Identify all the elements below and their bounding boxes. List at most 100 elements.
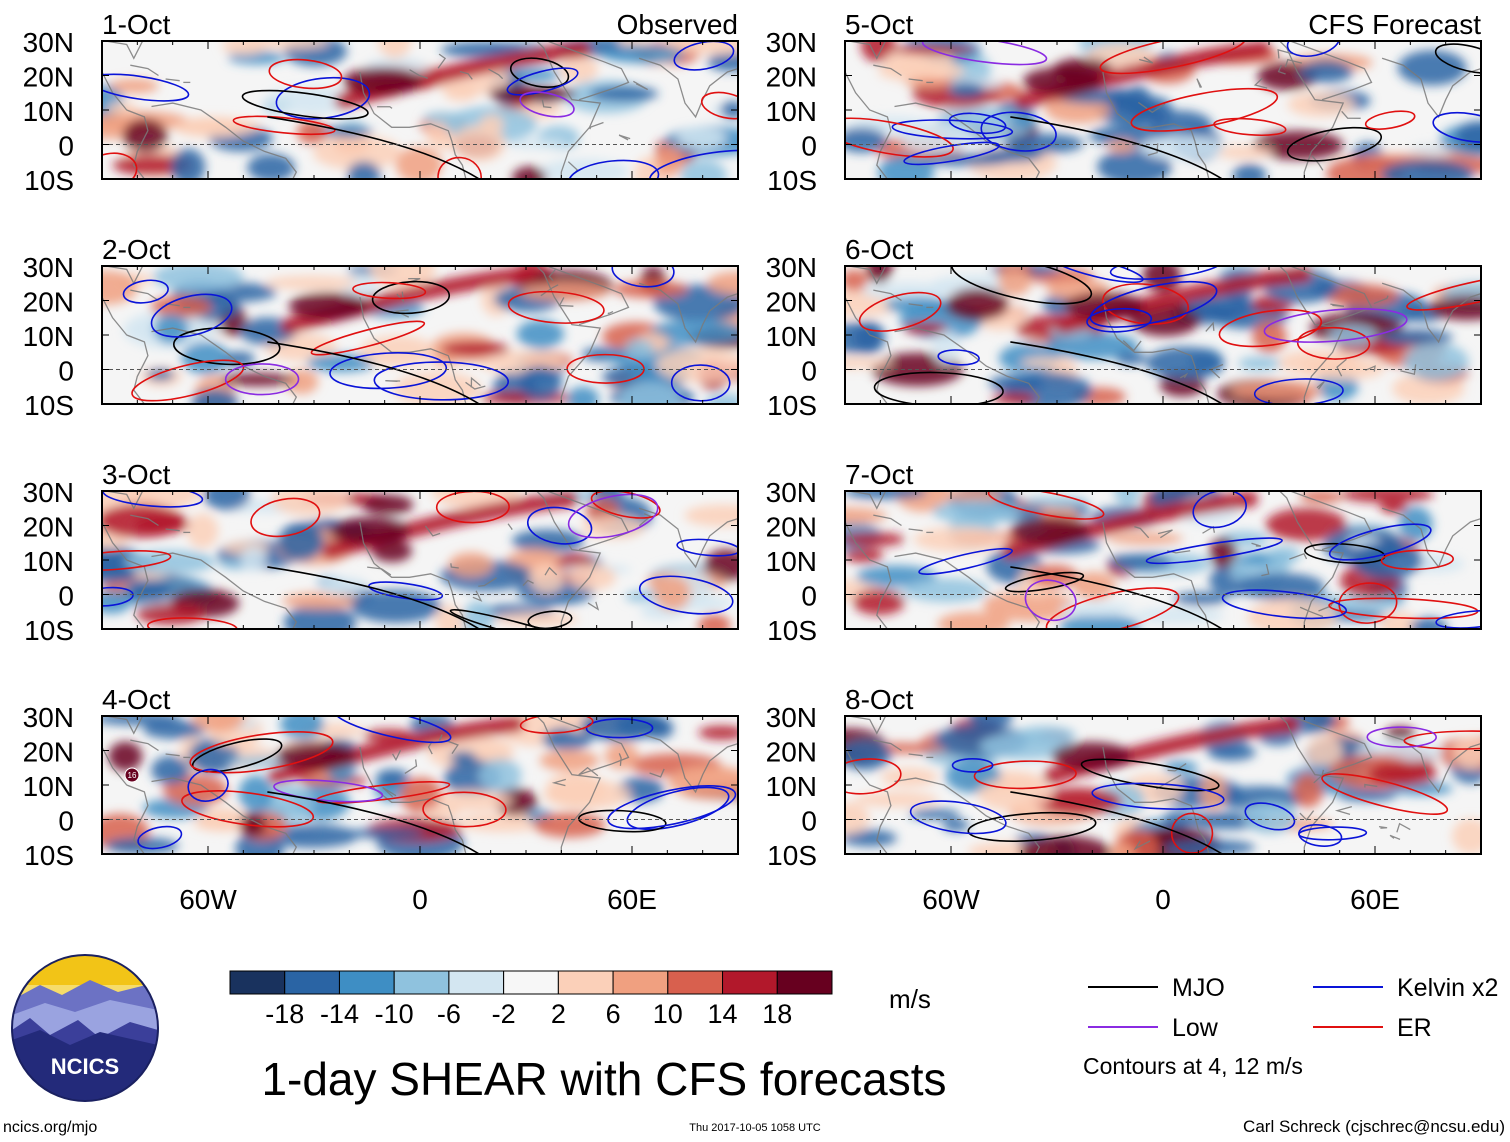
colorbar-swatch xyxy=(448,970,505,995)
lon-tick-label: 60E xyxy=(1350,884,1400,915)
lat-tick-label: 30N xyxy=(766,702,817,733)
forecast-column-title: CFS Forecast xyxy=(1308,9,1481,40)
chart-title: 1-day SHEAR with CFS forecasts xyxy=(261,1053,946,1105)
legend-label: Kelvin x2 xyxy=(1397,974,1498,1002)
lat-tick-label: 30N xyxy=(766,27,817,58)
lat-tick-label: 10S xyxy=(767,165,817,196)
colorbar-swatch xyxy=(667,970,724,995)
lat-tick-label: 0 xyxy=(801,356,817,387)
ncics-logo[interactable]: NCICS xyxy=(11,954,159,1102)
colorbar-tick-label: -10 xyxy=(375,999,414,1029)
colorbar-swatch xyxy=(338,970,395,995)
lat-tick-label: 20N xyxy=(23,512,74,543)
panel-date-label: 7-Oct xyxy=(845,459,914,490)
axis-labels: 30N20N10N010S30N20N10N010S30N20N10N010S3… xyxy=(23,27,1400,915)
colorbar-tick-label: 6 xyxy=(606,999,621,1029)
lat-tick-label: 20N xyxy=(766,62,817,93)
lat-tick-label: 10N xyxy=(23,321,74,352)
map-panel: 1-Oct Observed xyxy=(101,9,739,180)
map-panel: 7-Oct xyxy=(844,459,1482,630)
lat-tick-label: 10N xyxy=(766,771,817,802)
colorbar-swatch xyxy=(612,970,669,995)
colorbar-tick-label: -6 xyxy=(437,999,461,1029)
author-credit: Carl Schreck (cjschrec@ncsu.edu) xyxy=(1243,1117,1505,1136)
lat-tick-label: 20N xyxy=(23,287,74,318)
colorbar-tick-label: -2 xyxy=(492,999,516,1029)
lon-tick-label: 60W xyxy=(179,884,237,915)
legend-label: Low xyxy=(1172,1014,1219,1042)
colorbar-tick-label: 18 xyxy=(762,999,792,1029)
observed-column-title: Observed xyxy=(617,9,738,40)
lat-tick-label: 10N xyxy=(23,546,74,577)
lat-tick-label: 10N xyxy=(23,771,74,802)
panel-date-label: 3-Oct xyxy=(102,459,171,490)
colorbar-swatch xyxy=(776,970,833,995)
panel-date-label: 8-Oct xyxy=(845,684,914,715)
lat-tick-label: 10S xyxy=(24,615,74,646)
map-panel: 5-Oct CFS Forecast xyxy=(844,9,1482,180)
lat-tick-label: 10S xyxy=(24,165,74,196)
logo-text: NCICS xyxy=(51,1054,119,1079)
map-panel: 8-Oct xyxy=(844,684,1482,855)
colorbar-swatch xyxy=(393,970,450,995)
legend-label: MJO xyxy=(1172,974,1225,1002)
source-link[interactable]: ncics.org/mjo xyxy=(3,1119,97,1136)
colorbar-swatch xyxy=(557,970,614,995)
lat-tick-label: 30N xyxy=(23,702,74,733)
lat-tick-label: 30N xyxy=(766,252,817,283)
lat-tick-label: 10N xyxy=(766,546,817,577)
colorbar-tick-label: -18 xyxy=(265,999,304,1029)
colorbar: -18 -14 -10 -6 -2 2 6 10 14 18 m/s xyxy=(229,970,931,1029)
lat-tick-label: 20N xyxy=(766,287,817,318)
colorbar-swatch xyxy=(229,970,286,995)
colorbar-tick-label: 14 xyxy=(708,999,738,1029)
panel-date-label: 4-Oct xyxy=(102,684,171,715)
panel-date-label: 1-Oct xyxy=(102,9,171,40)
lat-tick-label: 0 xyxy=(801,581,817,612)
lon-tick-label: 0 xyxy=(1155,884,1171,915)
map-panel: 2-Oct xyxy=(101,234,739,405)
lat-tick-label: 10N xyxy=(766,96,817,127)
lat-tick-label: 20N xyxy=(766,737,817,768)
lat-tick-label: 10S xyxy=(767,390,817,421)
timestamp: Thu 2017-10-05 1058 UTC xyxy=(689,1122,821,1134)
lat-tick-label: 30N xyxy=(23,252,74,283)
contour-note: Contours at 4, 12 m/s xyxy=(1083,1053,1303,1079)
lat-tick-label: 20N xyxy=(766,512,817,543)
lat-tick-label: 10N xyxy=(23,96,74,127)
lat-tick-label: 10S xyxy=(767,615,817,646)
lat-tick-label: 30N xyxy=(23,27,74,58)
lat-tick-label: 30N xyxy=(766,477,817,508)
colorbar-tick-label: -14 xyxy=(320,999,359,1029)
panel-date-label: 2-Oct xyxy=(102,234,171,265)
lat-tick-label: 0 xyxy=(801,806,817,837)
lat-tick-label: 0 xyxy=(58,131,74,162)
lat-tick-label: 20N xyxy=(23,737,74,768)
colorbar-tick-label: 2 xyxy=(551,999,566,1029)
panel-date-label: 6-Oct xyxy=(845,234,914,265)
lat-tick-label: 0 xyxy=(801,131,817,162)
lon-tick-label: 0 xyxy=(412,884,428,915)
lon-tick-label: 60E xyxy=(607,884,657,915)
panel-grid: 1-Oct Observed 2-Oct 3-Oct 4-Oct 16 5-Oct CFS F… xyxy=(101,9,1482,855)
lat-tick-label: 0 xyxy=(58,581,74,612)
lat-tick-label: 10S xyxy=(24,390,74,421)
colorbar-units: m/s xyxy=(889,984,931,1014)
storm-marker-label: 16 xyxy=(128,771,137,780)
legend-label: ER xyxy=(1397,1014,1432,1042)
lat-tick-label: 10S xyxy=(24,840,74,871)
lat-tick-label: 20N xyxy=(23,62,74,93)
lat-tick-label: 0 xyxy=(58,806,74,837)
storm-marker[interactable] xyxy=(124,767,140,783)
lat-tick-label: 30N xyxy=(23,477,74,508)
map-panel: 3-Oct xyxy=(101,459,739,630)
colorbar-swatch xyxy=(284,970,340,995)
colorbar-swatch xyxy=(722,970,778,995)
colorbar-swatch xyxy=(503,970,559,995)
lat-tick-label: 0 xyxy=(58,356,74,387)
panel-date-label: 5-Oct xyxy=(845,9,914,40)
colorbar-tick-label: 10 xyxy=(653,999,683,1029)
map-panel: 6-Oct xyxy=(844,234,1482,405)
lon-tick-label: 60W xyxy=(922,884,980,915)
